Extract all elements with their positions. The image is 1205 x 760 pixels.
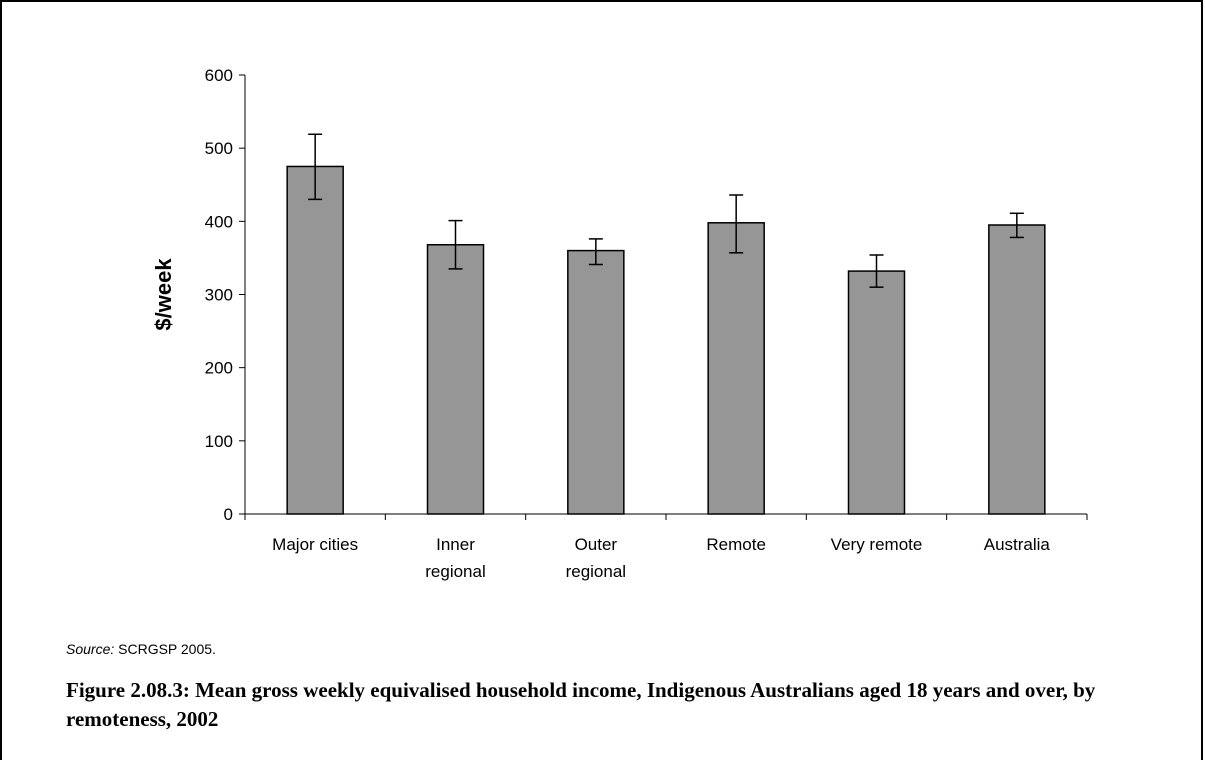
bar (847, 270, 906, 515)
x-tick-label-line: Australia (984, 535, 1051, 554)
y-tick-label: 500 (205, 139, 233, 158)
x-tick-label-line: Remote (706, 535, 766, 554)
x-tick-label: Major cities (272, 535, 358, 554)
y-tick-label: 400 (205, 212, 233, 231)
source-text: SCRGSP 2005. (114, 641, 216, 657)
bar (286, 165, 344, 515)
y-axis-title: $/week (151, 258, 176, 331)
bar (426, 243, 485, 515)
x-tick-label-line: regional (425, 562, 486, 581)
y-tick-label: 300 (205, 286, 233, 305)
x-tick-label-line: Very remote (831, 535, 923, 554)
source-note: Source: SCRGSP 2005. (66, 641, 216, 657)
y-tick-label: 0 (224, 505, 233, 524)
source-label: Source: (66, 641, 115, 657)
x-tick-label-line: Outer (575, 535, 618, 554)
bar-chart: 0 100 200 300 400 500 600 Major cities Inner regi… (151, 66, 1088, 581)
y-tick-label: 100 (205, 432, 233, 451)
x-tick-label: Australia (984, 535, 1051, 554)
x-tick-label: Remote (706, 535, 766, 554)
bar (567, 249, 625, 515)
bar (988, 224, 1046, 515)
y-tick-label: 200 (205, 359, 233, 378)
y-tick-label: 600 (205, 66, 233, 85)
x-tick-label-line: regional (566, 562, 627, 581)
plot-area: 0 100 200 300 400 500 600 Major cities Inner regi… (151, 66, 1088, 581)
x-tick-label: Outer regional (566, 535, 627, 581)
x-tick-label: Very remote (831, 535, 923, 554)
x-tick-label-line: Major cities (272, 535, 358, 554)
x-tick-label: Inner regional (425, 535, 486, 581)
x-tick-label-line: Inner (436, 535, 475, 554)
bar (707, 222, 765, 515)
figure-caption: Figure 2.08.3: Mean gross weekly equival… (66, 678, 1096, 731)
